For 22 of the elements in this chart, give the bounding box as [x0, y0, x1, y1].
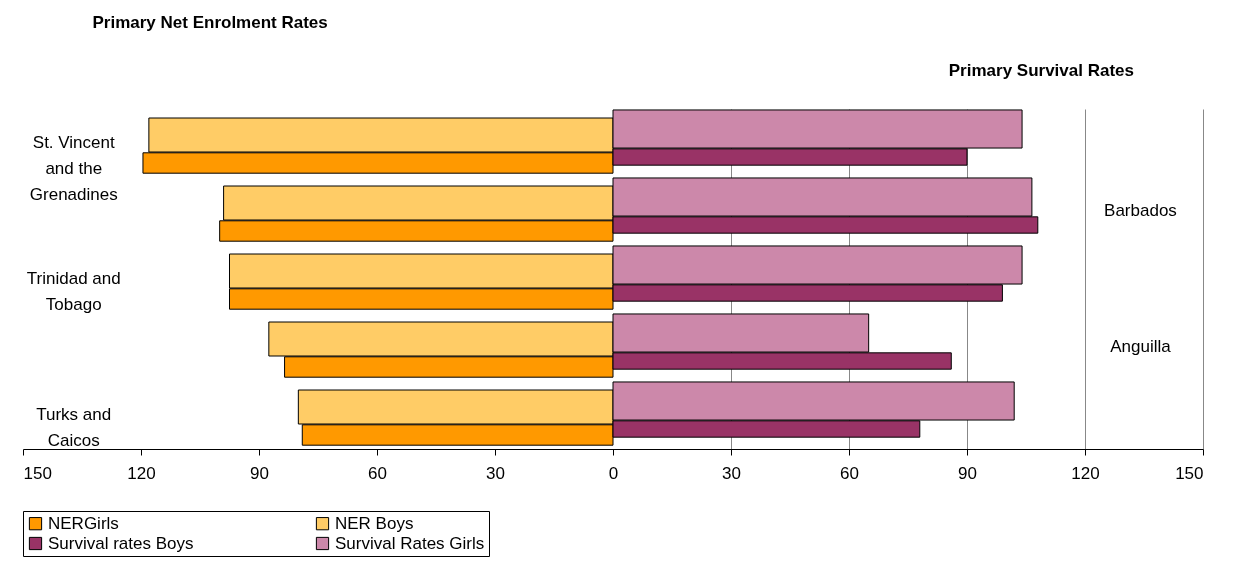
x-tick-label: 60 [368, 463, 387, 483]
legend-label: Survival rates Boys [48, 533, 194, 553]
y-tick-label: Anguilla [1110, 337, 1172, 356]
y-tick-label: Trinidad and Tobago [26, 269, 121, 314]
y-tick-label: Barbados [1104, 201, 1177, 220]
legend-label: Survival Rates Girls [335, 533, 485, 553]
x-tick-label: 150 [23, 463, 52, 483]
x-tick-label: 60 [840, 463, 859, 483]
x-tick-label: 120 [127, 463, 156, 483]
x-tick-label: 30 [722, 463, 741, 483]
x-tick-label: 150 [1175, 463, 1204, 483]
text: Primary Survival Rates [948, 61, 1134, 80]
x-tick-label: 120 [1071, 463, 1100, 483]
x-tick-label: 90 [958, 463, 977, 483]
legend-label: NER Boys [335, 513, 414, 533]
x-tick-label: 30 [486, 463, 505, 483]
y-tick-label: St. Vincent and the Grenadines [29, 133, 118, 204]
y-tick-label: Turks and Caicos [36, 405, 112, 450]
x-tick-label: 90 [250, 463, 269, 483]
legend-label: NERGirls [48, 513, 119, 533]
chart-title: Primary Net Enrolment Rates [92, 13, 328, 32]
x-tick-label: 0 [608, 463, 619, 483]
